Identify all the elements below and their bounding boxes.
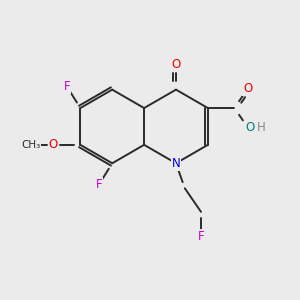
Text: CH₃: CH₃ bbox=[22, 140, 41, 150]
Text: F: F bbox=[64, 80, 70, 93]
Text: O: O bbox=[243, 82, 252, 95]
Text: O: O bbox=[171, 58, 181, 71]
Text: N: N bbox=[172, 157, 180, 170]
Text: H: H bbox=[257, 121, 266, 134]
Text: F: F bbox=[198, 230, 204, 243]
Text: F: F bbox=[96, 178, 102, 191]
Text: O: O bbox=[245, 121, 254, 134]
Text: O: O bbox=[49, 138, 58, 151]
